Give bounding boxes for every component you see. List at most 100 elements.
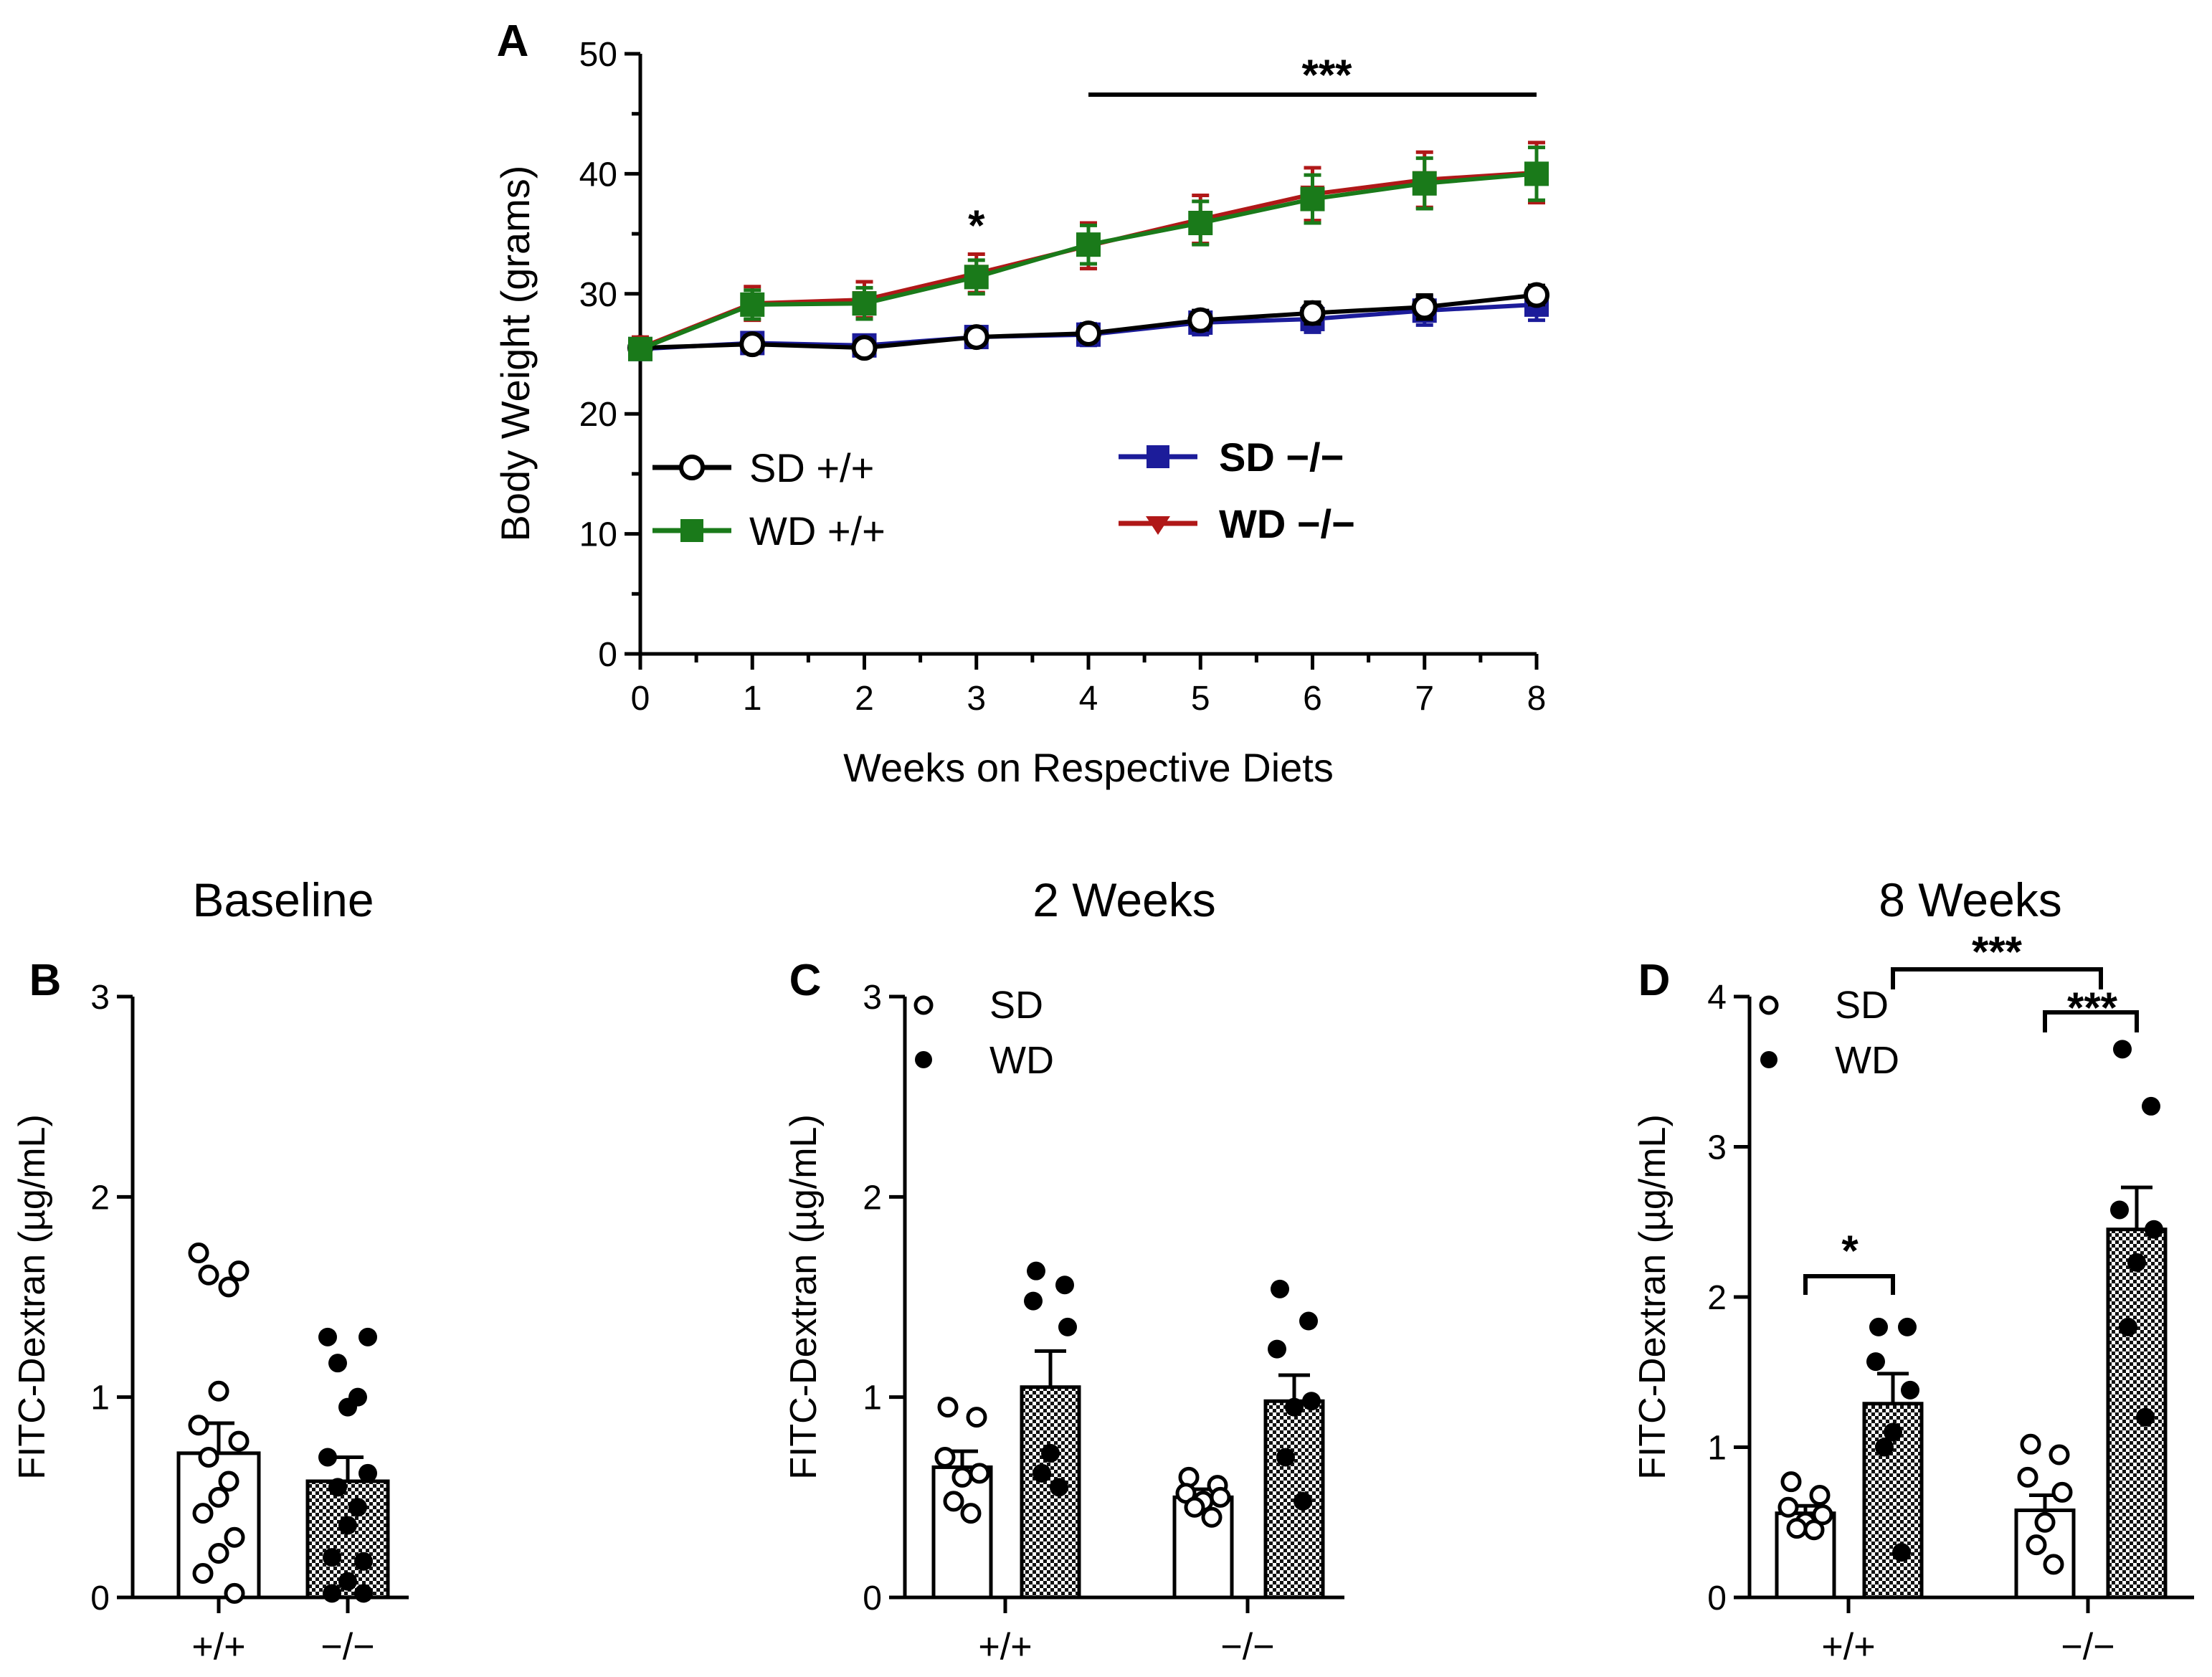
data-point (1271, 1279, 1289, 1298)
panel-letter: C (789, 956, 822, 1005)
bar-group (176, 1243, 261, 1604)
significance-bracket (1891, 967, 2103, 989)
data-point (2026, 1534, 2047, 1556)
data-point (218, 1276, 239, 1298)
panel-a-y-tick-label: 10 (579, 516, 617, 554)
data-point (1884, 1422, 1902, 1442)
bar-group (1020, 1261, 1081, 1600)
data-point (1869, 1317, 1888, 1336)
data-point (969, 1463, 990, 1484)
data-point (188, 1415, 209, 1436)
data-point (951, 1466, 973, 1488)
y-tick-label: 2 (90, 1179, 110, 1217)
data-point (1524, 282, 1549, 308)
data-point (966, 1407, 987, 1428)
x-tick-label: −/− (321, 1626, 374, 1668)
data-point (318, 1448, 337, 1467)
y-axis-label: FITC-Dextran (µg/mL) (1632, 1114, 1674, 1480)
data-point (739, 331, 766, 358)
data-point (2034, 1511, 2056, 1533)
data-point (1809, 1485, 1831, 1506)
data-point (328, 1354, 347, 1373)
panel-a-significance-weeks4-8: *** (1301, 51, 1352, 99)
bar (1020, 1385, 1081, 1600)
data-point (224, 1526, 245, 1548)
panel-a-x-tick-label: 5 (1191, 680, 1210, 718)
data-point (359, 1327, 377, 1346)
x-tick-label: −/− (2061, 1626, 2114, 1668)
data-point (354, 1584, 373, 1603)
data-point (1898, 1317, 1917, 1336)
data-point (2049, 1444, 2070, 1465)
data-point (1076, 232, 1101, 257)
data-point (228, 1430, 250, 1452)
bar-group (2106, 1040, 2168, 1600)
x-tick-label: +/+ (191, 1626, 245, 1668)
data-point (1276, 1448, 1295, 1467)
data-point (2119, 1317, 2137, 1336)
data-point (2113, 1040, 2132, 1059)
y-tick-label: 1 (90, 1379, 110, 1417)
y-tick-label: 1 (863, 1379, 882, 1417)
significance-label: * (1841, 1227, 1859, 1275)
data-point (192, 1503, 214, 1524)
data-point (1777, 1496, 1799, 1518)
data-point (208, 1543, 229, 1564)
data-point (1875, 1438, 1894, 1457)
data-point (937, 1397, 959, 1418)
data-point (1027, 1261, 1045, 1281)
panel-a-y-tick-label: 40 (579, 156, 617, 194)
data-point (1302, 1392, 1321, 1411)
legend-label: SD (989, 984, 1043, 1027)
panel-a-x-tick-label: 6 (1303, 680, 1322, 718)
data-point (1055, 1275, 1074, 1295)
data-point (224, 1582, 245, 1604)
bar-group (2014, 1433, 2076, 1600)
data-point (2136, 1407, 2155, 1427)
y-tick-label: 3 (1707, 1129, 1727, 1167)
data-point (198, 1446, 219, 1468)
bar (2014, 1508, 2076, 1600)
panel-a-y-tick-label: 0 (598, 636, 617, 674)
legend-marker-filled (915, 1051, 932, 1068)
legend-marker-filled (1760, 1051, 1777, 1068)
panel-a-x-tick-label: 7 (1415, 680, 1434, 718)
panel-d: 8 Weeks D 0 1 2 3 4 FITC-Dextran (µg/mL) +/+ −/− S… (1632, 873, 2194, 1668)
y-tick-label: 2 (1707, 1279, 1727, 1317)
data-point (1184, 1496, 1205, 1518)
y-axis-label: FITC-Dextran (µg/mL) (783, 1114, 825, 1480)
bar-group (1862, 1317, 1924, 1600)
data-point (1892, 1543, 1911, 1562)
data-point (1803, 1519, 1825, 1541)
panel-c: 2 Weeks C 0 1 2 3 FITC-Dextran (µg/mL) +/+ −/− SD… (783, 873, 1344, 1668)
y-tick-label: 0 (1707, 1579, 1727, 1617)
legend-label: WD (1835, 1039, 1899, 1082)
x-tick-label: +/+ (978, 1626, 1032, 1668)
data-point (1033, 1463, 1051, 1483)
y-tick-label: 3 (90, 979, 110, 1017)
significance-label: *** (1972, 928, 2023, 976)
data-point (188, 1243, 209, 1264)
data-point (1524, 161, 1549, 186)
panel-a-letter: A (497, 16, 529, 66)
data-point (852, 291, 877, 316)
panel-a-x-tick-label: 1 (743, 680, 762, 718)
panel-letter: B (29, 956, 62, 1005)
data-point (228, 1260, 250, 1282)
data-point (1780, 1471, 1802, 1493)
legend-marker-open (913, 995, 934, 1015)
legend: SD WD (1759, 984, 1899, 1082)
data-point (323, 1548, 341, 1567)
bar-group (1263, 1279, 1325, 1600)
data-point (198, 1264, 219, 1286)
data-point (1412, 171, 1437, 196)
panel-a-significance-week3: * (968, 201, 985, 250)
significance-label: *** (2067, 984, 2118, 1032)
data-point (1285, 1397, 1304, 1417)
significance-bracket (2043, 1010, 2139, 1032)
panel-a-legend: SD +/+ WD +/+ SD −/− WD −/− (652, 434, 1355, 554)
data-point (192, 1562, 214, 1584)
data-point (1201, 1506, 1223, 1528)
